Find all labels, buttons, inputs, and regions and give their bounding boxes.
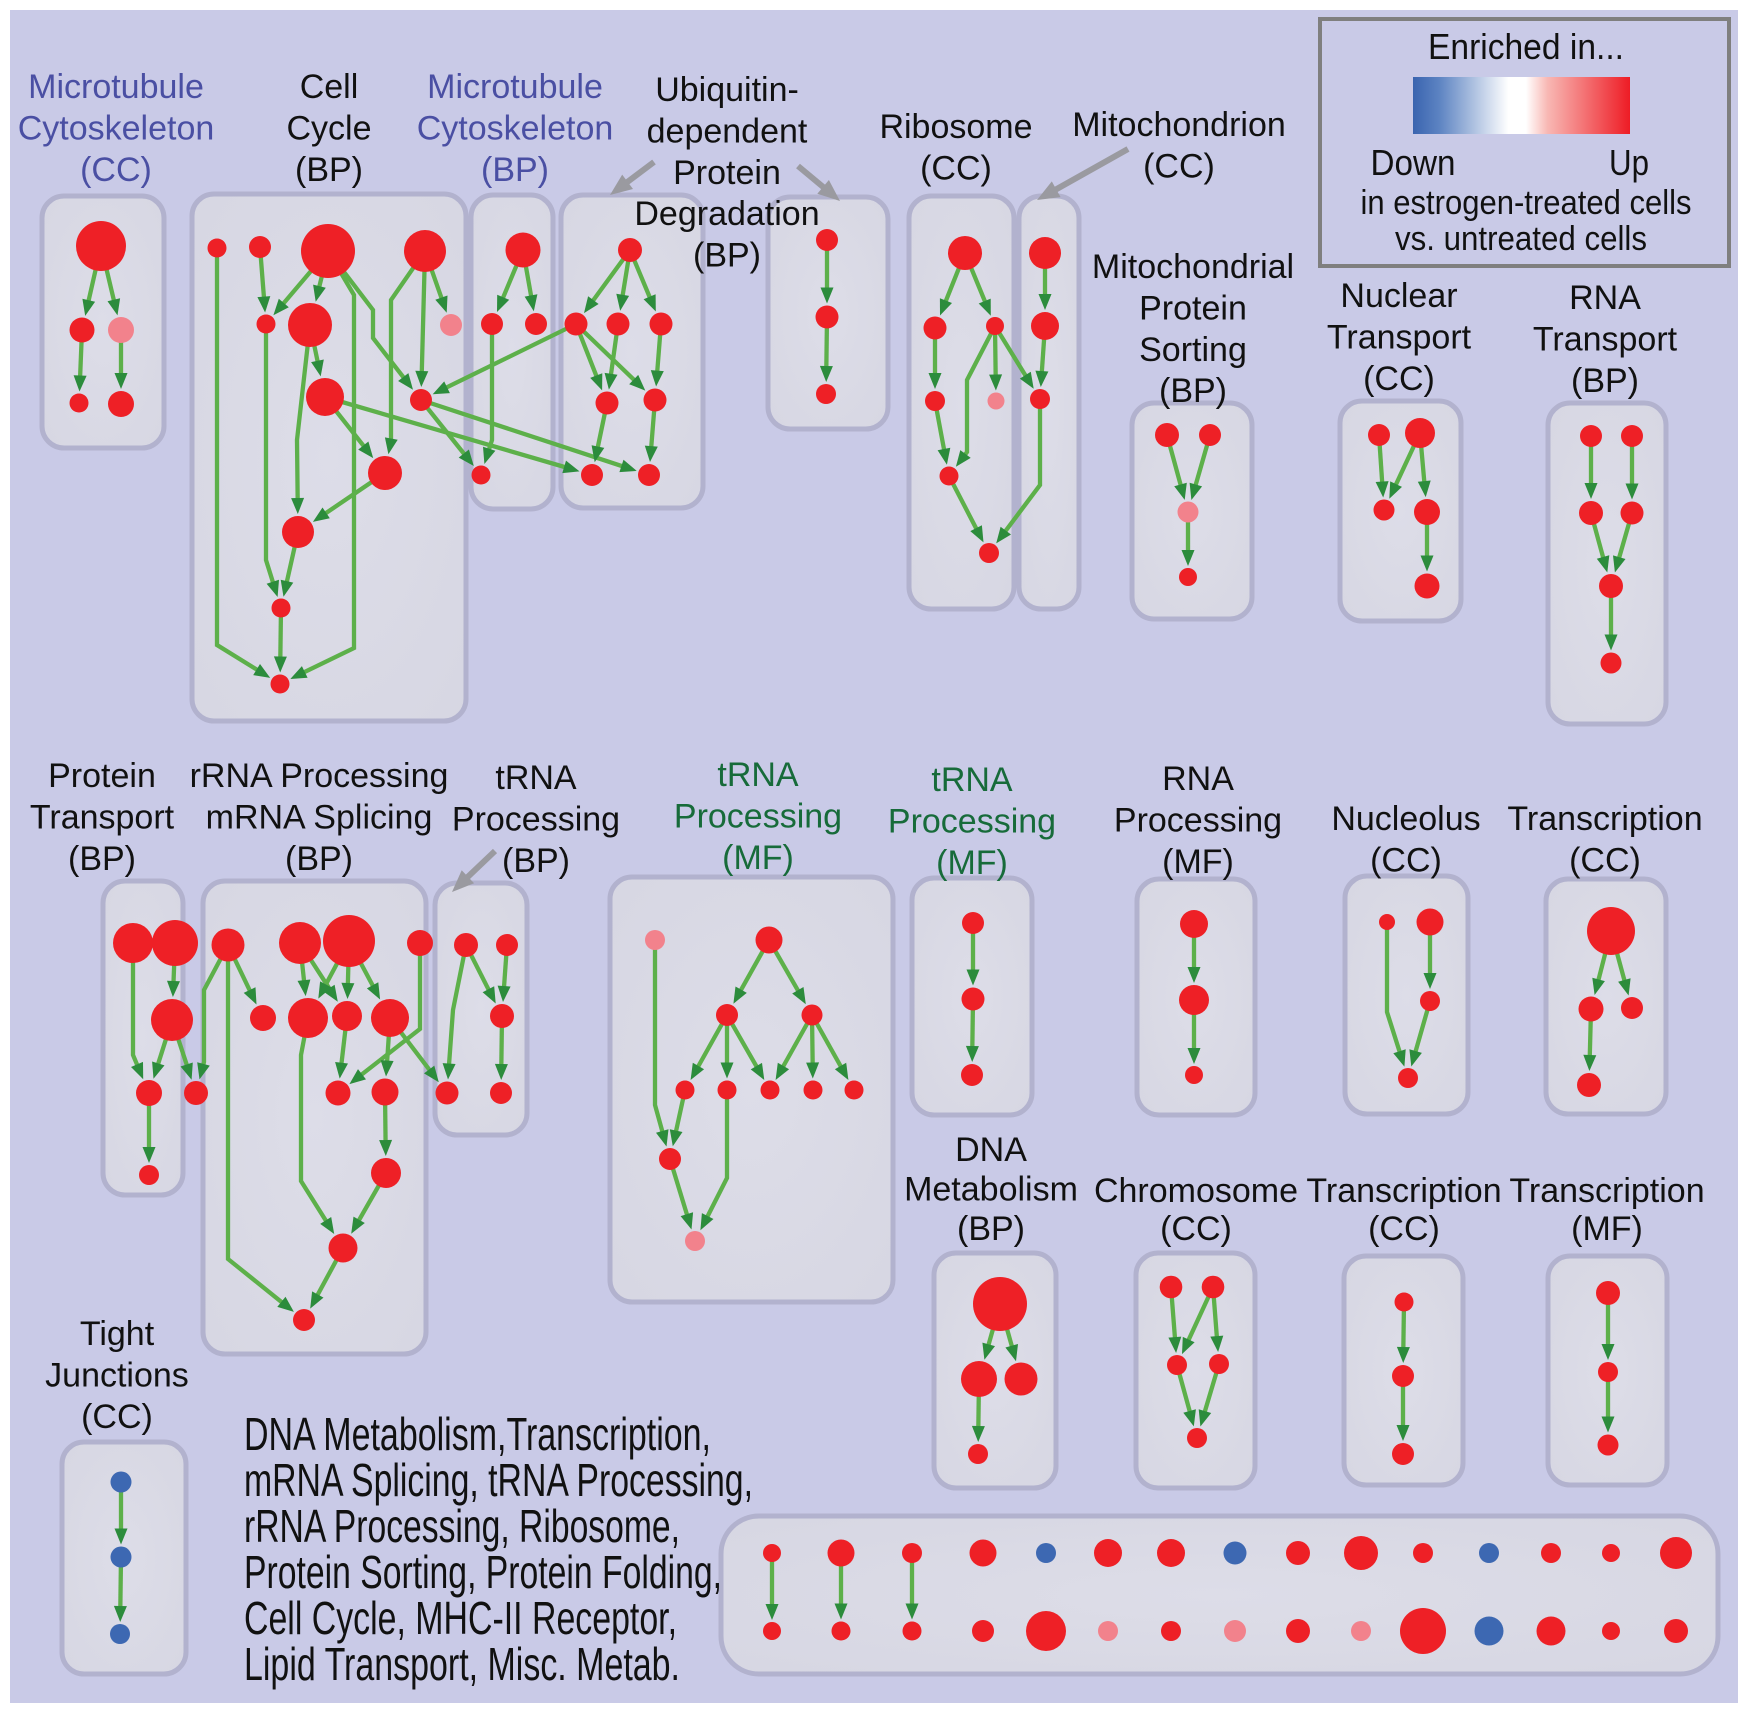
svg-text:Up: Up: [1609, 142, 1649, 183]
svg-text:Nucleolus: Nucleolus: [1331, 800, 1480, 838]
svg-text:Enriched in...: Enriched in...: [1428, 26, 1624, 67]
svg-text:(BP): (BP): [481, 151, 549, 189]
svg-text:Mitochondrial: Mitochondrial: [1092, 248, 1294, 286]
svg-text:mRNA Splicing, tRNA Processing: mRNA Splicing, tRNA Processing,: [244, 1454, 753, 1506]
svg-text:vs. untreated cells: vs. untreated cells: [1395, 220, 1647, 258]
svg-text:(BP): (BP): [693, 237, 761, 275]
svg-text:Sorting: Sorting: [1139, 331, 1247, 369]
svg-text:Lipid Transport, Misc. Metab.: Lipid Transport, Misc. Metab.: [244, 1638, 680, 1690]
svg-text:RNA: RNA: [1162, 760, 1234, 798]
svg-text:(CC): (CC): [1363, 360, 1435, 398]
svg-text:Chromosome: Chromosome: [1094, 1172, 1298, 1210]
svg-text:Protein: Protein: [1139, 289, 1247, 327]
svg-text:Microtubule: Microtubule: [28, 68, 204, 106]
svg-text:Cell: Cell: [300, 68, 359, 106]
svg-text:tRNA: tRNA: [717, 756, 799, 794]
svg-text:(CC): (CC): [81, 1398, 153, 1436]
svg-text:(MF): (MF): [1571, 1210, 1643, 1248]
svg-text:tRNA: tRNA: [931, 761, 1013, 799]
svg-text:RNA: RNA: [1569, 279, 1641, 317]
svg-text:(CC): (CC): [1370, 841, 1442, 879]
svg-text:(BP): (BP): [502, 842, 570, 880]
svg-text:(CC): (CC): [1160, 1210, 1232, 1248]
svg-text:(MF): (MF): [936, 844, 1008, 882]
svg-text:DNA: DNA: [955, 1131, 1027, 1169]
svg-text:Transcription: Transcription: [1507, 800, 1702, 838]
svg-text:mRNA Splicing: mRNA Splicing: [206, 798, 433, 836]
svg-text:Junctions: Junctions: [45, 1356, 189, 1394]
svg-text:Cytoskeleton: Cytoskeleton: [18, 109, 215, 147]
svg-text:dependent: dependent: [647, 112, 808, 150]
svg-text:(CC): (CC): [1569, 841, 1641, 879]
svg-text:(CC): (CC): [1368, 1210, 1440, 1248]
svg-text:Ubiquitin-: Ubiquitin-: [655, 71, 799, 109]
svg-text:Processing: Processing: [1114, 801, 1282, 839]
svg-text:rRNA Processing, Ribosome,: rRNA Processing, Ribosome,: [244, 1500, 680, 1552]
svg-text:Protein: Protein: [48, 757, 156, 795]
svg-text:Protein: Protein: [673, 154, 781, 192]
svg-text:Degradation: Degradation: [634, 195, 819, 233]
svg-text:(CC): (CC): [1143, 147, 1215, 185]
svg-text:DNA Metabolism,Transcription,: DNA Metabolism,Transcription,: [244, 1408, 711, 1460]
svg-text:(BP): (BP): [285, 840, 353, 878]
svg-text:Nuclear: Nuclear: [1340, 277, 1457, 315]
svg-text:Tight: Tight: [80, 1315, 155, 1353]
svg-text:(BP): (BP): [295, 151, 363, 189]
svg-text:Down: Down: [1371, 142, 1456, 183]
svg-text:(CC): (CC): [80, 151, 152, 189]
svg-text:rRNA Processing: rRNA Processing: [190, 757, 449, 795]
svg-text:Processing: Processing: [452, 800, 620, 838]
svg-text:(MF): (MF): [1162, 843, 1234, 881]
svg-text:(CC): (CC): [920, 149, 992, 187]
svg-text:Processing: Processing: [674, 797, 842, 835]
svg-text:Transport: Transport: [1533, 320, 1678, 358]
svg-text:Microtubule: Microtubule: [427, 68, 603, 106]
svg-text:Metabolism: Metabolism: [904, 1171, 1078, 1209]
svg-text:Protein Sorting, Protein Foldi: Protein Sorting, Protein Folding,: [244, 1546, 722, 1598]
svg-text:Transcription: Transcription: [1306, 1172, 1501, 1210]
svg-text:Ribosome: Ribosome: [879, 108, 1032, 146]
svg-text:tRNA: tRNA: [495, 759, 577, 797]
svg-text:Transport: Transport: [1327, 318, 1472, 356]
svg-text:Cytoskeleton: Cytoskeleton: [417, 109, 614, 147]
svg-text:Transport: Transport: [30, 798, 175, 836]
svg-text:in estrogen-treated cells: in estrogen-treated cells: [1361, 184, 1692, 222]
svg-text:(BP): (BP): [68, 840, 136, 878]
svg-text:Cell Cycle, MHC-II Receptor,: Cell Cycle, MHC-II Receptor,: [244, 1592, 677, 1644]
svg-text:(BP): (BP): [957, 1210, 1025, 1248]
svg-text:(BP): (BP): [1159, 372, 1227, 410]
svg-text:(MF): (MF): [722, 839, 794, 877]
svg-text:Transcription: Transcription: [1509, 1172, 1704, 1210]
svg-text:Cycle: Cycle: [286, 109, 371, 147]
svg-text:Mitochondrion: Mitochondrion: [1072, 106, 1286, 144]
svg-text:Processing: Processing: [888, 802, 1056, 840]
svg-text:(BP): (BP): [1571, 362, 1639, 400]
